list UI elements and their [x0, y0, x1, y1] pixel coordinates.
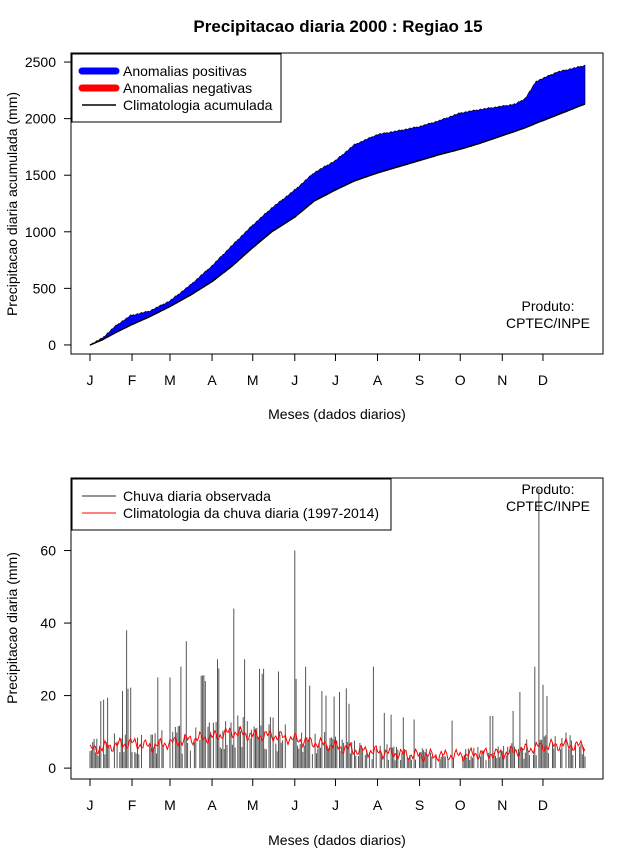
- y-tick-label: 500: [33, 280, 57, 296]
- x-tick-label: S: [415, 797, 424, 813]
- x-tick-label: D: [538, 797, 548, 813]
- y-tick-label: 2000: [25, 111, 56, 127]
- y-axis-bottom: 0 20 40 60: [40, 543, 72, 776]
- x-tick-label: F: [128, 797, 137, 813]
- y-tick-label: 1500: [25, 167, 56, 183]
- legend-label-observed: Chuva diaria observada: [123, 488, 271, 504]
- y-axis-label-bottom: Precipitacao diaria (mm): [4, 552, 20, 704]
- chart-title: Precipitacao diaria 2000 : Regiao 15: [193, 17, 482, 36]
- y-axis: 0 500 1000 1500 2000 2500: [25, 54, 72, 353]
- x-tick-label: O: [455, 797, 466, 813]
- climatology-daily-line: [89, 725, 586, 763]
- x-tick-label: O: [455, 372, 466, 388]
- legend-label-positive: Anomalias positivas: [123, 63, 247, 79]
- x-tick-label: J: [332, 797, 339, 813]
- daily-chart: 0 20 40 60 J F M A M J J A S O N D Precipitacao diaria…: [4, 477, 604, 848]
- x-tick-label: A: [207, 797, 217, 813]
- y-tick-label: 60: [40, 543, 56, 559]
- legend-label-climatology: Climatologia acumulada: [123, 97, 273, 113]
- x-tick-label: D: [538, 372, 548, 388]
- x-axis-label-bottom: Meses (dados diarios): [268, 832, 406, 848]
- x-tick-label: A: [207, 372, 217, 388]
- x-tick-label: S: [415, 372, 424, 388]
- x-tick-label: J: [291, 797, 298, 813]
- y-tick-label: 0: [48, 760, 56, 776]
- x-tick-label: N: [497, 797, 507, 813]
- x-tick-label: J: [87, 797, 94, 813]
- credit-line-1-bottom: Produto:: [522, 481, 575, 497]
- x-tick-label: F: [128, 372, 137, 388]
- legend-box-bottom: [71, 478, 392, 531]
- y-tick-label: 1000: [25, 224, 56, 240]
- x-tick-label: A: [373, 372, 383, 388]
- legend-bottom: Chuva diaria observada Climatologia da c…: [71, 478, 392, 531]
- y-tick-label: 20: [40, 688, 56, 704]
- y-tick-label: 0: [48, 337, 56, 353]
- x-tick-label: J: [87, 372, 94, 388]
- cumulative-chart: 0 500 1000 1500 2000 2500 J F M A M J J A S O N D Precip…: [4, 52, 604, 422]
- x-tick-label: J: [332, 372, 339, 388]
- y-tick-label: 40: [40, 615, 56, 631]
- legend-label-clim-daily: Climatologia da chuva diaria (1997-2014): [123, 505, 379, 521]
- x-tick-label: M: [164, 797, 176, 813]
- x-tick-label: A: [373, 797, 383, 813]
- x-tick-label: M: [164, 372, 176, 388]
- legend-label-negative: Anomalias negativas: [123, 80, 252, 96]
- x-tick-label: N: [497, 372, 507, 388]
- legend: Anomalias positivas Anomalias negativas …: [71, 53, 282, 123]
- x-tick-label: M: [247, 372, 259, 388]
- y-axis-label: Precipitacao diaria acumulada (mm): [4, 92, 20, 316]
- x-axis-label: Meses (dados diarios): [268, 406, 406, 422]
- credit-line-2: CPTEC/INPE: [506, 315, 590, 331]
- observed-bars-group: [89, 488, 586, 769]
- climatology-cumulative-line: [89, 103, 586, 346]
- credit-line-2-bottom: CPTEC/INPE: [506, 498, 590, 514]
- credit-line-1: Produto:: [522, 298, 575, 314]
- x-tick-label: M: [247, 797, 259, 813]
- y-tick-label: 2500: [25, 54, 56, 70]
- x-tick-label: J: [291, 372, 298, 388]
